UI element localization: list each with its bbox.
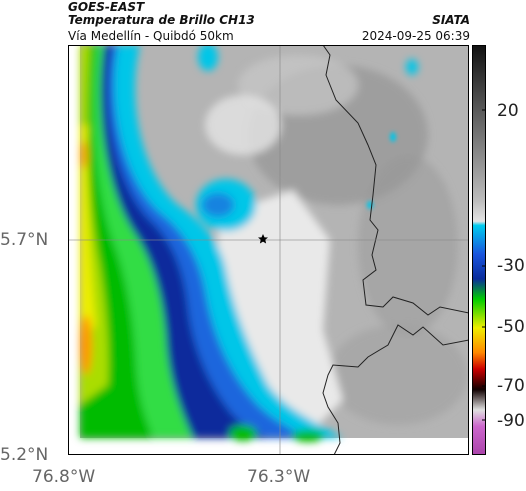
datetime-label: 2024-09-25 06:39 [361,29,470,43]
department-border [322,324,469,455]
star-icon [258,234,268,244]
region-name: Vía Medellín - Quibdó 50km [68,29,234,43]
colorbar-tick-minus90: -90 [497,411,525,431]
colorbar-tick-minus50: -50 [497,317,525,337]
brightness-temperature-imagery [80,45,469,442]
colorbar-tick-minus30: -30 [497,256,525,276]
colorbar-tick-minus70: -70 [497,376,525,396]
source-label: SIATA [432,13,470,27]
lat-tick-label: 5.2°N [0,445,49,465]
satellite-map [68,45,469,455]
satellite-name: GOES-EAST [68,0,145,14]
lon-tick-label: 76.8°W [32,467,96,487]
lat-tick-label: 5.7°N [0,230,49,250]
colorbar [472,45,486,455]
product-name: Temperatura de Brillo CH13 [68,13,255,27]
lon-tick-label: 76.3°W [247,467,311,487]
colorbar-tick-20: 20 [497,101,519,121]
coastline-border [322,45,469,316]
